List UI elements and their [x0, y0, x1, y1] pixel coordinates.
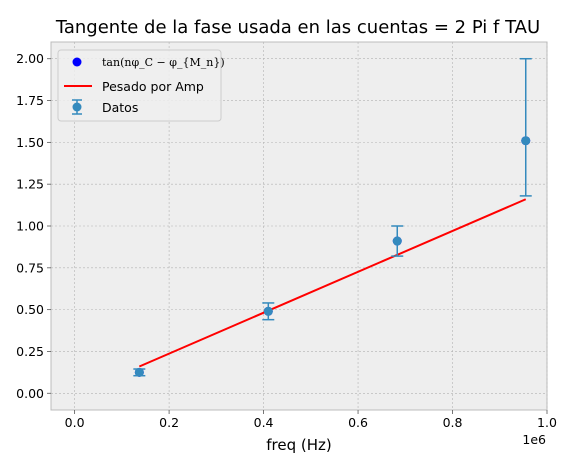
y-tick-label: 1.50 — [16, 135, 44, 150]
x-tick-label: 0.6 — [348, 415, 368, 430]
legend: tan(nφ_C − φ_{M_n}) Pesado por Amp Datos — [57, 49, 225, 122]
data-marks — [133, 57, 532, 377]
y-tick-label: 2.00 — [16, 51, 44, 66]
y-tick-label: 0.25 — [16, 344, 44, 359]
y-tick-label: 1.00 — [16, 219, 44, 234]
legend-label-tan: tan(nφ_C − φ_{M_n}) — [102, 56, 225, 69]
legend-label-errorbar: Datos — [102, 100, 138, 115]
y-tick-label: 0.75 — [16, 260, 44, 275]
x-tick-label: 0.2 — [159, 415, 179, 430]
errorbar-point — [134, 367, 144, 377]
y-tick-label: 1.75 — [16, 93, 44, 108]
errorbar-point — [263, 306, 273, 316]
legend-label-line: Pesado por Amp — [102, 79, 204, 94]
x-tick-label: 0.4 — [254, 415, 274, 430]
errorbar-point — [392, 236, 402, 246]
y-tick-label: 0.50 — [16, 302, 44, 317]
x-tick-label: 0.0 — [65, 415, 85, 430]
x-tick-label: 0.8 — [443, 415, 463, 430]
y-tick-label: 0.00 — [16, 386, 44, 401]
legend-marker-tan — [72, 57, 82, 67]
chart-title: Tangente de la fase usada en las cuentas… — [55, 17, 540, 38]
fit-line — [138, 198, 527, 368]
legend-marker-errorbar-dot — [72, 102, 82, 112]
axis-ticks: 0.0 0.2 0.4 0.6 0.8 1.0 0.00 0.25 0.50 0.75 1.00 1.… — [16, 51, 557, 430]
x-axis-label: freq (Hz) — [266, 436, 332, 454]
x-tick-label: 1.0 — [537, 415, 557, 430]
legend-box — [57, 49, 222, 122]
y-tick-label: 1.25 — [16, 177, 44, 192]
x-offset-label: 1e6 — [522, 432, 546, 447]
errorbar-point — [521, 136, 531, 146]
